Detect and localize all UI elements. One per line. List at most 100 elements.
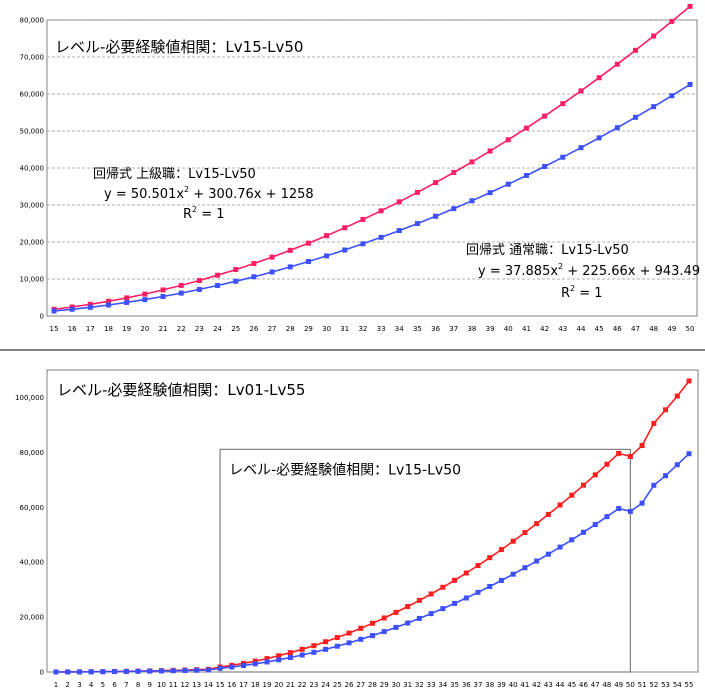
- data-point: [686, 378, 692, 384]
- data-point: [323, 646, 329, 652]
- data-point: [381, 615, 387, 621]
- data-point: [510, 571, 516, 577]
- data-point: [87, 301, 93, 307]
- x-tick-label: 19: [263, 681, 272, 689]
- data-point: [510, 538, 516, 544]
- x-tick-label: 42: [532, 681, 541, 689]
- data-point: [416, 615, 422, 621]
- x-tick-label: 43: [558, 325, 567, 333]
- data-point: [545, 551, 551, 557]
- regression-annotation-normal: 回帰式 通常職：Lv15-Lv50 y = 37.885x2 + 225.66x…: [466, 242, 700, 301]
- data-point: [405, 620, 411, 626]
- x-tick-label: 17: [86, 325, 95, 333]
- x-tick-label: 44: [556, 681, 565, 689]
- data-point: [194, 667, 200, 673]
- x-tick-label: 21: [286, 681, 295, 689]
- y-tick-label: 80,000: [20, 17, 45, 25]
- data-point: [106, 302, 112, 308]
- data-point: [651, 33, 657, 39]
- data-point: [557, 544, 563, 550]
- x-tick-label: 20: [140, 325, 149, 333]
- x-tick-label: 24: [321, 681, 330, 689]
- data-point: [433, 213, 439, 219]
- y-tick-label: 50,000: [20, 128, 45, 136]
- data-point: [251, 274, 257, 280]
- x-tick-label: 53: [661, 681, 670, 689]
- x-tick-label: 37: [449, 325, 458, 333]
- x-tick-label: 15: [50, 325, 59, 333]
- x-tick-label: 46: [579, 681, 588, 689]
- series-line-2: [53, 83, 691, 312]
- data-point: [112, 669, 118, 675]
- data-point: [76, 669, 82, 675]
- data-point: [324, 253, 330, 259]
- x-tick-label: 45: [567, 681, 576, 689]
- data-point: [358, 625, 364, 631]
- x-tick-label: 12: [180, 681, 189, 689]
- data-point: [135, 668, 141, 674]
- y-tick-label: 0: [40, 313, 44, 321]
- data-point: [269, 269, 275, 275]
- x-tick-label: 48: [649, 325, 658, 333]
- data-point: [451, 169, 457, 175]
- data-point: [370, 633, 375, 639]
- data-point: [487, 148, 493, 154]
- data-point: [69, 306, 75, 312]
- x-axis-tick-labels: 1 2 3 4 5 6 7 8 9 10 11 12 13 14 15 16 17 18 19 20 21 22 23 24 2…: [54, 681, 694, 689]
- y-tick-label: 20,000: [20, 239, 45, 247]
- data-point: [669, 93, 675, 99]
- data-point: [405, 604, 411, 610]
- data-point: [663, 407, 669, 413]
- data-point: [287, 655, 293, 661]
- x-tick-label: 14: [204, 681, 213, 689]
- data-point: [522, 530, 528, 536]
- data-point: [123, 668, 129, 674]
- data-point: [378, 208, 384, 214]
- data-point: [269, 254, 275, 260]
- x-tick-label: 54: [673, 681, 682, 689]
- x-tick-label: 29: [304, 325, 313, 333]
- data-point: [324, 233, 330, 239]
- x-tick-label: 36: [462, 681, 471, 689]
- data-point: [639, 443, 645, 448]
- data-point: [414, 221, 420, 227]
- data-point: [170, 668, 176, 674]
- x-tick-label: 50: [686, 325, 695, 333]
- data-point: [182, 668, 188, 674]
- data-point: [569, 537, 575, 543]
- data-point: [669, 18, 675, 24]
- x-tick-label: 13: [192, 681, 201, 689]
- x-tick-label: 30: [322, 325, 331, 333]
- x-tick-label: 39: [486, 325, 495, 333]
- chart-1: 0 10,000 20,000 30,000 40,000 50,000 60,000 70,…: [20, 3, 700, 333]
- data-point: [342, 247, 348, 253]
- data-point: [160, 287, 166, 293]
- data-point: [686, 451, 692, 457]
- data-point: [160, 294, 166, 300]
- data-point: [428, 611, 434, 617]
- data-point: [627, 453, 633, 459]
- x-tick-label: 31: [340, 325, 349, 333]
- data-point: [534, 558, 540, 564]
- data-point: [106, 298, 112, 304]
- data-point: [578, 88, 584, 94]
- data-point: [215, 282, 221, 288]
- data-point: [452, 577, 458, 583]
- x-tick-label: 28: [286, 325, 295, 333]
- data-point: [178, 290, 184, 296]
- data-point: [627, 508, 633, 514]
- data-point: [299, 652, 305, 658]
- data-point: [305, 240, 311, 246]
- annotation-equation: y = 37.885x2 + 225.66x + 943.49: [478, 262, 700, 279]
- data-point: [616, 450, 622, 456]
- data-point: [124, 295, 130, 301]
- data-point: [305, 259, 311, 265]
- x-tick-label: 25: [231, 325, 240, 333]
- data-point: [505, 137, 511, 143]
- data-point: [604, 514, 610, 520]
- data-point: [614, 125, 620, 131]
- x-tick-label: 37: [474, 681, 483, 689]
- x-tick-label: 32: [415, 681, 424, 689]
- data-point: [560, 154, 566, 160]
- data-point: [616, 506, 622, 512]
